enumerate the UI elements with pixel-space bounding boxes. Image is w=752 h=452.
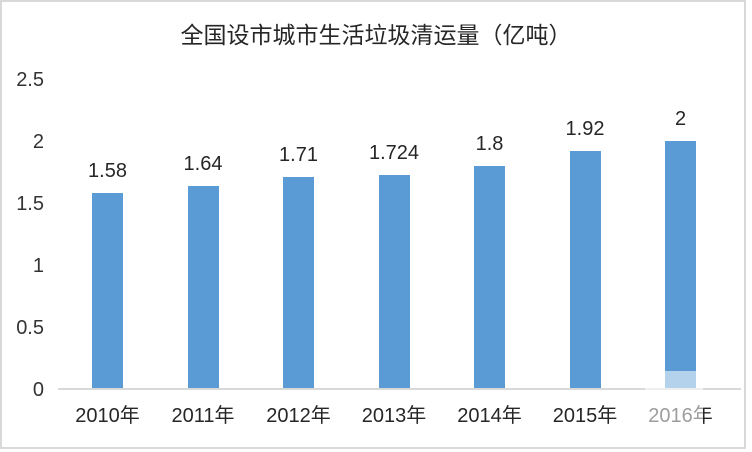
- bar-value-label: 1.58: [88, 160, 127, 182]
- bar: [474, 166, 505, 389]
- bar: [569, 151, 601, 389]
- bar-value-label: 1.92: [565, 118, 605, 140]
- x-axis-label: 2015年: [552, 405, 618, 427]
- bar-value-label: 1.8: [475, 133, 504, 155]
- bar: [187, 186, 219, 389]
- y-axis-tick-label: 2.5: [16, 69, 44, 91]
- watermark-overlay: [645, 371, 703, 445]
- x-axis-label: 2011年: [171, 405, 235, 427]
- y-axis-tick-label: 1: [32, 255, 44, 277]
- bar: [378, 175, 410, 389]
- bar-value-label: 2: [674, 108, 687, 130]
- x-axis-label: 2013年: [361, 405, 427, 427]
- x-axis-label: 2014年: [457, 405, 522, 427]
- chart-title: 全国设市城市生活垃圾清运量（亿吨）: [180, 22, 572, 48]
- x-axis-label: 2010年: [75, 405, 140, 427]
- bar-value-label: 1.71: [279, 144, 318, 166]
- bar: [665, 141, 696, 389]
- bar-value-label: 1.724: [368, 142, 420, 164]
- y-axis-tick-label: 0.5: [16, 317, 44, 339]
- x-axis-label: 2012年: [266, 405, 331, 427]
- y-axis-tick-label: 1.5: [16, 193, 44, 215]
- y-axis-tick-label: 0: [32, 379, 44, 401]
- x-axis-line: [58, 388, 741, 390]
- bar: [92, 193, 123, 389]
- y-axis-tick-label: 2: [32, 131, 44, 153]
- bar: [283, 177, 314, 389]
- bar-value-label: 1.64: [183, 153, 223, 175]
